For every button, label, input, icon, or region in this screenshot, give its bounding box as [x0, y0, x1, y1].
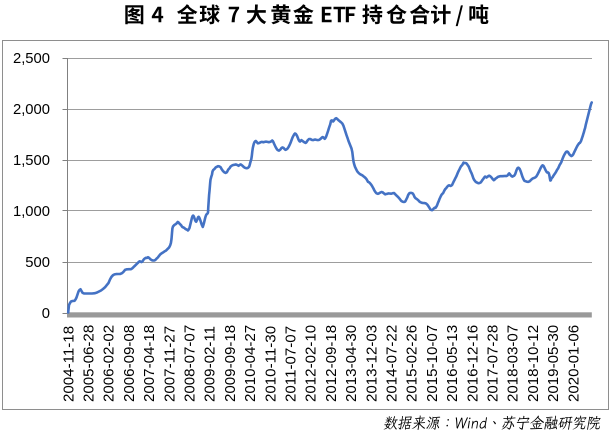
svg-text:2017-07-28: 2017-07-28 [485, 325, 502, 402]
svg-text:2008-07-07: 2008-07-07 [182, 325, 199, 402]
svg-text:1,500: 1,500 [13, 153, 50, 169]
svg-text:2011-07-07: 2011-07-07 [283, 326, 300, 402]
svg-text:2014-07-22: 2014-07-22 [384, 325, 401, 402]
svg-text:2009-02-11: 2009-02-11 [202, 326, 219, 402]
svg-text:2004-11-18: 2004-11-18 [60, 326, 77, 402]
svg-text:2016-12-16: 2016-12-16 [464, 325, 481, 402]
svg-text:2,500: 2,500 [13, 51, 50, 67]
svg-text:0: 0 [42, 306, 50, 322]
svg-text:2006-09-08: 2006-09-08 [121, 325, 138, 402]
svg-text:2019-05-30: 2019-05-30 [545, 325, 562, 402]
svg-text:2020-01-06: 2020-01-06 [565, 325, 582, 402]
svg-text:2013-04-30: 2013-04-30 [343, 325, 360, 402]
svg-text:2015-10-07: 2015-10-07 [424, 325, 441, 402]
svg-text:2018-03-07: 2018-03-07 [505, 325, 522, 402]
svg-text:1,000: 1,000 [13, 204, 50, 220]
svg-text:2006-02-02: 2006-02-02 [101, 325, 118, 402]
svg-text:2015-02-26: 2015-02-26 [404, 325, 421, 402]
svg-text:2007-11-27: 2007-11-27 [161, 326, 178, 402]
svg-text:2,000: 2,000 [13, 102, 50, 118]
svg-text:500: 500 [25, 255, 50, 271]
svg-text:2012-09-18: 2012-09-18 [323, 325, 340, 402]
svg-text:2007-04-18: 2007-04-18 [141, 325, 158, 402]
svg-text:2018-10-12: 2018-10-12 [525, 325, 542, 402]
svg-text:2016-05-13: 2016-05-13 [444, 325, 461, 402]
svg-text:2005-06-28: 2005-06-28 [81, 325, 98, 402]
svg-text:2012-02-10: 2012-02-10 [303, 325, 320, 402]
svg-text:2010-11-30: 2010-11-30 [262, 326, 279, 402]
svg-text:2009-09-18: 2009-09-18 [222, 325, 239, 402]
svg-text:2013-12-03: 2013-12-03 [363, 325, 380, 402]
svg-text:2010-04-27: 2010-04-27 [242, 325, 259, 402]
